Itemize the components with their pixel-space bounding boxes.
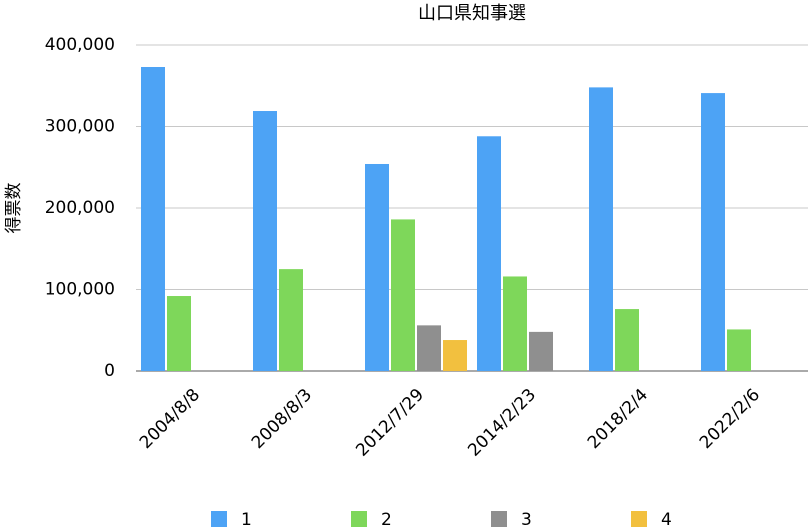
bar bbox=[615, 309, 639, 371]
legend-label: 4 bbox=[661, 510, 672, 530]
x-tick-label: 2018/2/4 bbox=[584, 385, 652, 453]
legend-swatch bbox=[631, 511, 647, 527]
bar bbox=[141, 67, 165, 371]
bar bbox=[589, 87, 613, 371]
bar bbox=[279, 269, 303, 371]
legend-swatch bbox=[491, 511, 507, 527]
y-tick-label: 400,000 bbox=[45, 35, 115, 55]
x-tick-label: 2004/8/8 bbox=[136, 385, 204, 453]
x-tick-label: 2008/8/3 bbox=[248, 385, 316, 453]
y-tick-label: 100,000 bbox=[45, 280, 115, 300]
bar bbox=[443, 340, 467, 371]
chart-title: 山口県知事選 bbox=[418, 3, 526, 24]
bar bbox=[253, 111, 277, 371]
bar bbox=[701, 93, 725, 372]
x-tick-label: 2022/2/6 bbox=[696, 385, 764, 453]
legend-label: 3 bbox=[521, 510, 532, 530]
y-tick-label: 200,000 bbox=[45, 198, 115, 218]
x-tick-label: 2012/7/29 bbox=[352, 385, 428, 461]
bar bbox=[391, 219, 415, 371]
bar bbox=[167, 296, 191, 371]
bar bbox=[365, 163, 389, 371]
x-tick-label: 2014/2/23 bbox=[464, 385, 540, 461]
bar bbox=[503, 276, 527, 371]
legend-label: 1 bbox=[241, 510, 252, 530]
bar bbox=[529, 331, 553, 371]
y-tick-label: 0 bbox=[104, 361, 115, 381]
y-tick-label: 300,000 bbox=[45, 117, 115, 137]
bar bbox=[417, 325, 441, 371]
legend-swatch bbox=[211, 511, 227, 527]
bar bbox=[727, 329, 751, 371]
legend-swatch bbox=[351, 511, 367, 527]
y-axis-label: 得票数 bbox=[4, 183, 24, 234]
legend-label: 2 bbox=[381, 510, 392, 530]
bar bbox=[477, 136, 501, 371]
